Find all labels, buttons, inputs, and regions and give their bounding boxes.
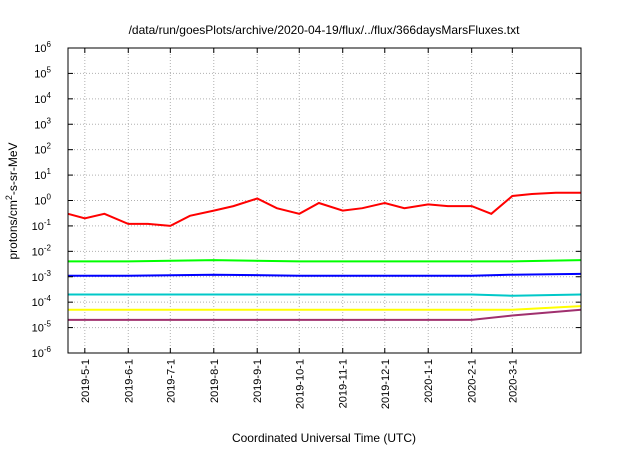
- y-tick-base: 10: [32, 323, 44, 335]
- series-line: [68, 259, 582, 263]
- y-tick-label: 103: [34, 116, 51, 131]
- y-axis-label-suffix: -s-sr-MeV: [6, 142, 20, 195]
- x-tick-label: 2020-3-1: [507, 359, 519, 403]
- y-tick-exp: -6: [44, 345, 52, 354]
- y-tick-exp: -5: [44, 320, 52, 329]
- x-tick-label: 2020-1-1: [423, 359, 435, 403]
- plot-frame: [67, 47, 582, 354]
- y-tick-exp: 3: [47, 116, 52, 125]
- y-tick-exp: 4: [47, 91, 52, 100]
- y-tick-label: 10-2: [32, 243, 52, 258]
- y-tick-exp: -4: [44, 294, 52, 303]
- y-tick-base: 10: [34, 145, 46, 157]
- y-tick-base: 10: [34, 43, 46, 55]
- y-tick-base: 10: [32, 348, 44, 360]
- y-tick-label: 100: [34, 193, 51, 208]
- grid-layer: [68, 48, 581, 353]
- y-axis-label-sup: 2: [4, 195, 14, 200]
- series-layer: [67, 191, 582, 321]
- axis-layer: 10-610-510-410-310-210-11001011021031041…: [32, 40, 581, 409]
- x-tick-label: 2019-12-1: [380, 359, 392, 409]
- y-axis-label-prefix: protons/cm: [6, 200, 20, 259]
- y-tick-label: 10-3: [32, 269, 52, 284]
- y-tick-label: 105: [34, 65, 51, 80]
- series-line: [67, 191, 581, 227]
- y-tick-label: 10-4: [32, 294, 52, 309]
- chart-title: /data/run/goesPlots/archive/2020-04-19/f…: [129, 23, 521, 37]
- y-tick-exp: -3: [44, 269, 52, 278]
- y-tick-label: 104: [34, 91, 51, 106]
- x-tick-label: 2019-7-1: [165, 359, 177, 403]
- series-line: [68, 305, 582, 311]
- y-tick-exp: 2: [47, 142, 52, 151]
- y-tick-exp: -2: [44, 243, 52, 252]
- y-tick-base: 10: [34, 68, 46, 80]
- y-tick-base: 10: [32, 221, 44, 233]
- y-tick-label: 10-1: [32, 218, 52, 233]
- x-tick-label: 2019-9-1: [252, 359, 264, 403]
- series-line: [68, 272, 582, 277]
- y-tick-label: 10-5: [32, 320, 52, 335]
- y-tick-base: 10: [34, 119, 46, 131]
- y-tick-exp: -1: [44, 218, 52, 227]
- x-tick-label: 2019-10-1: [294, 359, 306, 409]
- y-tick-label: 102: [34, 142, 51, 157]
- series-line: [68, 293, 582, 297]
- y-axis-label: protons/cm2-s-sr-MeV: [4, 142, 20, 259]
- y-tick-exp: 5: [47, 65, 52, 74]
- x-tick-label: 2019-5-1: [80, 359, 92, 403]
- x-tick-label: 2019-8-1: [209, 359, 221, 403]
- y-tick-exp: 6: [47, 40, 52, 49]
- y-tick-label: 106: [34, 40, 51, 55]
- y-tick-base: 10: [32, 272, 44, 284]
- y-tick-base: 10: [34, 196, 46, 208]
- y-tick-label: 101: [34, 167, 51, 182]
- x-tick-label: 2019-11-1: [338, 359, 350, 408]
- y-tick-base: 10: [32, 297, 44, 309]
- x-axis-label: Coordinated Universal Time (UTC): [232, 431, 416, 445]
- y-tick-base: 10: [34, 170, 46, 182]
- series-line: [68, 308, 582, 321]
- y-tick-base: 10: [32, 246, 44, 258]
- x-tick-label: 2020-2-1: [467, 359, 479, 403]
- y-tick-exp: 0: [47, 193, 52, 202]
- y-tick-label: 10-6: [32, 345, 52, 360]
- y-tick-base: 10: [34, 94, 46, 106]
- x-tick-label: 2019-6-1: [123, 359, 135, 403]
- y-tick-exp: 1: [47, 167, 52, 176]
